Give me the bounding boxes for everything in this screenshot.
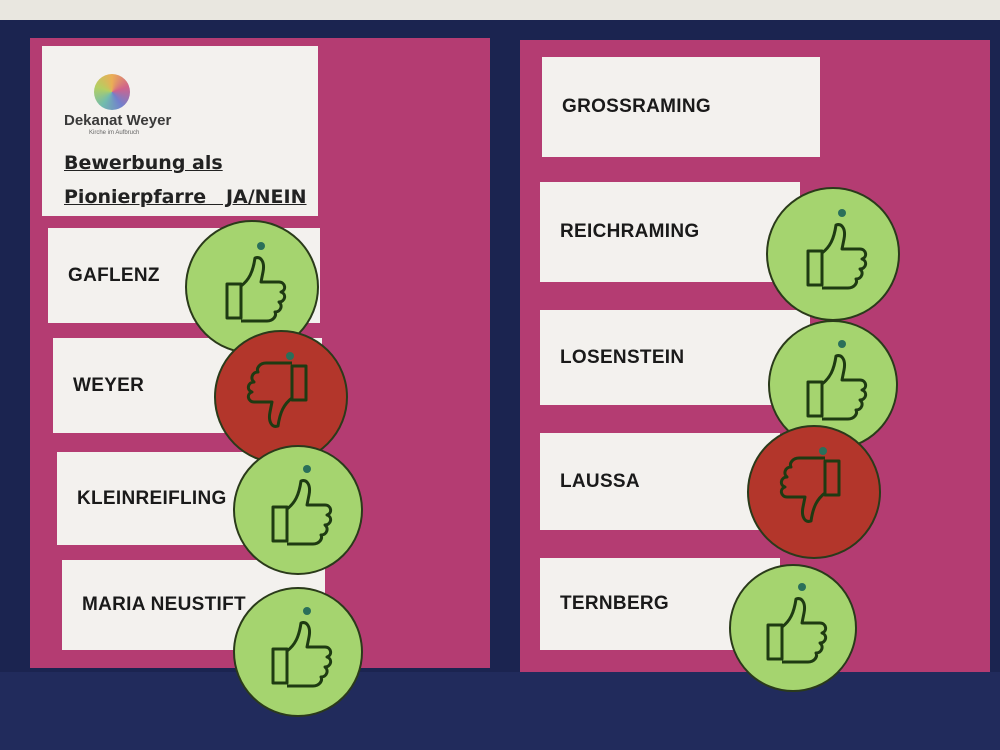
pin-icon (286, 352, 294, 360)
pin-icon (838, 209, 846, 217)
thumbs-down-icon (246, 361, 308, 428)
logo-subtitle: Kirche im Aufbruch (89, 130, 140, 136)
thumbs-up-icon (806, 223, 868, 290)
thumbs-down-disc (214, 330, 348, 464)
thumbs-up-icon (766, 597, 828, 664)
board-frame (0, 672, 1000, 750)
thumbs-up-disc (233, 587, 363, 717)
wall-strip (0, 0, 1000, 20)
thumbs-up-disc (729, 564, 857, 692)
parish-card: LOSENSTEIN (540, 310, 810, 405)
parish-card: LAUSSA (540, 433, 780, 530)
parish-card: REICHRAMING (540, 182, 800, 282)
pin-icon (303, 607, 311, 615)
title-line-2: Pionierpfarre JA/NEIN (64, 186, 307, 208)
dekanat-logo (94, 74, 130, 110)
thumbs-up-disc (766, 187, 900, 321)
header-card: Dekanat Weyer Kirche im Aufbruch Bewerbu… (42, 46, 318, 216)
logo-text: Dekanat Weyer (64, 112, 172, 129)
pin-icon (257, 242, 265, 250)
pin-icon (798, 583, 806, 591)
pin-icon (819, 447, 827, 455)
thumbs-up-icon (271, 621, 333, 688)
thumbs-up-disc (233, 445, 363, 575)
pin-icon (838, 340, 846, 348)
thumbs-up-icon (806, 354, 868, 421)
thumbs-down-icon (779, 456, 841, 523)
thumbs-up-icon (225, 256, 287, 323)
pin-icon (303, 465, 311, 473)
thumbs-down-disc (747, 425, 881, 559)
thumbs-up-disc (768, 320, 898, 450)
thumbs-up-icon (271, 479, 333, 546)
title-line-1: Bewerbung als (64, 152, 223, 174)
parish-card: GROSSRAMING (542, 57, 820, 157)
